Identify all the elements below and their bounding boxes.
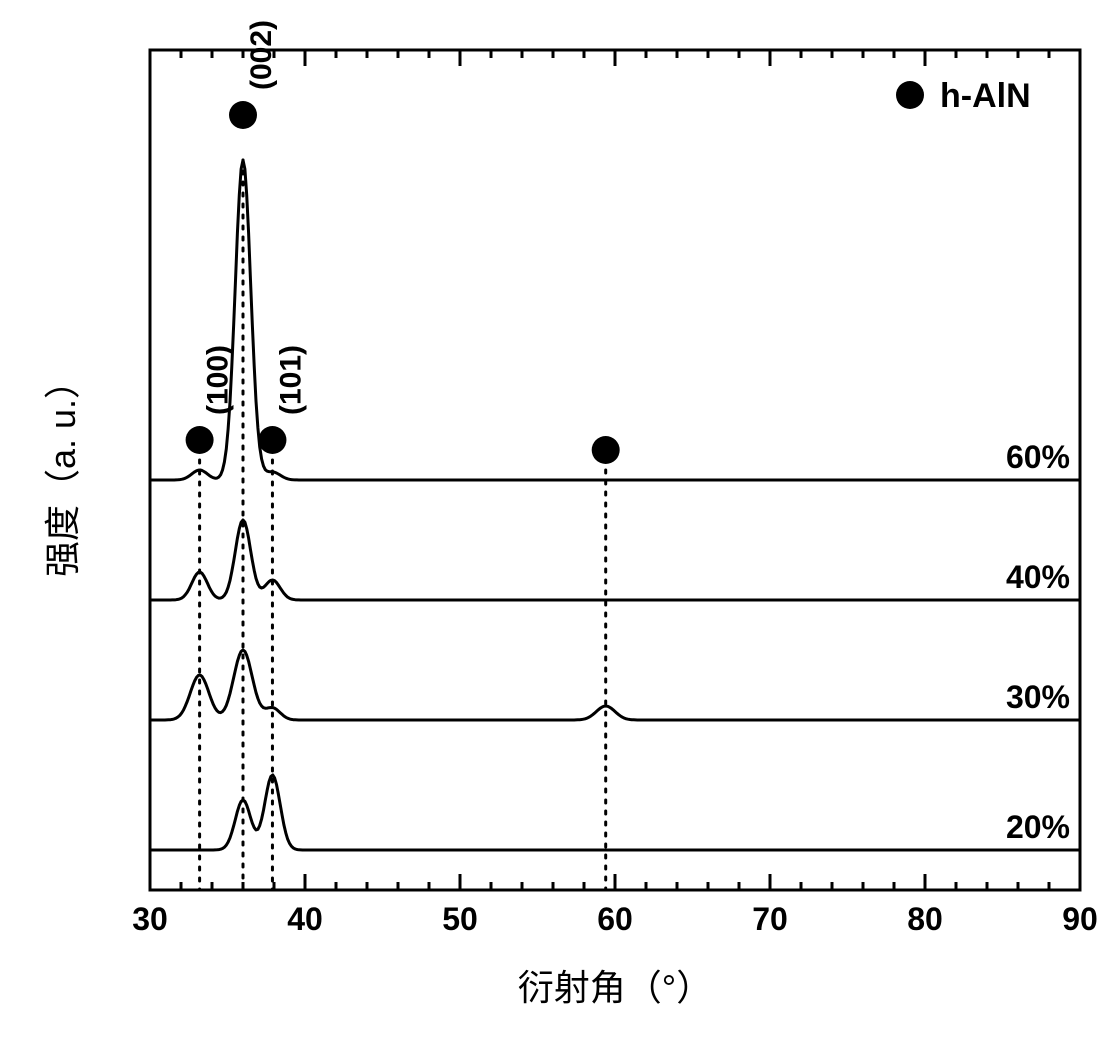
chart-svg: 30 40 50 60 70 80 90 衍射角（°） 强度（a. u.） 60% 40% 30% 20… (20, 20, 1099, 1037)
x-tick-label: 90 (1062, 901, 1098, 937)
peak-marker-icon (592, 436, 620, 464)
xrd-curve (150, 775, 1080, 850)
series-label: 20% (1006, 809, 1070, 845)
plot-frame (150, 50, 1080, 890)
x-tick-label: 70 (752, 901, 788, 937)
x-tick-label: 50 (442, 901, 478, 937)
x-tick-label: 80 (907, 901, 943, 937)
peak-marker-icon (186, 426, 214, 454)
x-axis-label: 衍射角（°） (518, 967, 712, 1008)
series-label: 30% (1006, 679, 1070, 715)
series-label: 40% (1006, 559, 1070, 595)
peak-marker-icon (258, 426, 286, 454)
xrd-curve (150, 520, 1080, 600)
peak-label: (100) (202, 345, 235, 415)
y-axis-label: 强度（a. u.） (42, 363, 83, 577)
x-tick-label: 60 (597, 901, 633, 937)
peak-marker-icon (229, 101, 257, 129)
legend-marker-icon (896, 81, 924, 109)
xrd-curve (150, 650, 1080, 720)
xrd-chart: 30 40 50 60 70 80 90 衍射角（°） 强度（a. u.） 60% 40% 30% 20… (20, 20, 1099, 1037)
legend-text: h-AlN (940, 77, 1031, 115)
x-tick-label: 30 (132, 901, 168, 937)
peak-label: (002) (245, 20, 278, 90)
peak-label: (101) (274, 345, 307, 415)
x-tick-label: 40 (287, 901, 323, 937)
series-label: 60% (1006, 439, 1070, 475)
xrd-curve (150, 160, 1080, 480)
